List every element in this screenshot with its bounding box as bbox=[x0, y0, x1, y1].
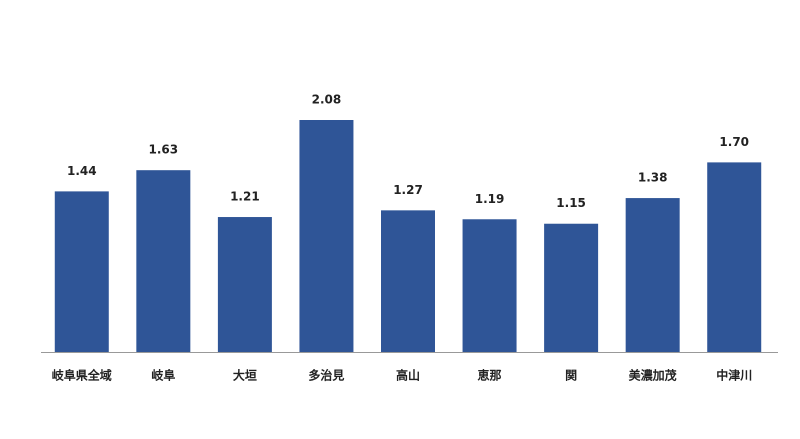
bar bbox=[381, 210, 435, 352]
value-label: 1.63 bbox=[149, 143, 179, 157]
bar bbox=[299, 120, 354, 352]
bar bbox=[462, 219, 517, 352]
bar bbox=[625, 198, 680, 352]
x-tick-label: 恵那 bbox=[478, 368, 502, 383]
x-tick-label: 中津川 bbox=[716, 368, 752, 383]
x-tick-label: 岐阜県全域 bbox=[52, 368, 112, 383]
bar bbox=[707, 162, 762, 352]
bar bbox=[544, 223, 599, 352]
x-tick-label: 大垣 bbox=[233, 368, 257, 383]
bar bbox=[136, 170, 191, 352]
value-label: 2.08 bbox=[312, 93, 342, 107]
value-label: 1.44 bbox=[67, 164, 97, 178]
value-label: 1.19 bbox=[475, 192, 505, 206]
x-tick-label: 美濃加茂 bbox=[629, 368, 677, 383]
bar bbox=[54, 191, 109, 352]
x-tick-label: 多治見 bbox=[308, 368, 344, 383]
x-tick-label: 岐阜 bbox=[151, 368, 175, 383]
value-label: 1.15 bbox=[556, 196, 586, 210]
value-label: 1.38 bbox=[638, 171, 668, 185]
value-label: 1.21 bbox=[230, 190, 260, 204]
x-tick-label: 高山 bbox=[396, 368, 420, 383]
value-label: 1.70 bbox=[719, 135, 749, 149]
value-label: 1.27 bbox=[393, 183, 423, 197]
bar bbox=[217, 217, 272, 352]
x-tick-label: 関 bbox=[565, 369, 577, 383]
